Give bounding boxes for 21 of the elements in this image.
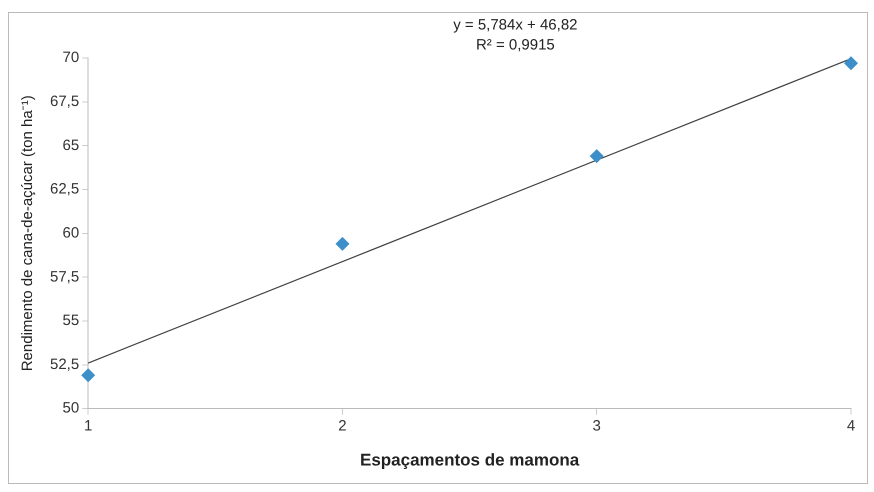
point (335, 236, 350, 251)
x-tick-label: 2 (338, 418, 347, 435)
y-tick-label: 67,5 (50, 92, 80, 110)
x-axis-title: Espaçamentos de mamona (360, 450, 580, 470)
y-tick-label: 57,5 (50, 268, 80, 286)
y-tick-label: 65 (62, 136, 80, 154)
x-tick-label: 3 (592, 418, 601, 435)
point (844, 56, 858, 70)
y-tick-label: 55 (62, 312, 80, 330)
text: R² = 0,9915 (476, 36, 555, 54)
y-tick-label: 52,5 (50, 356, 80, 373)
y-axis-title: Rendimento de cana-de-açúcar (ton ha⁻¹) (19, 95, 36, 372)
text: y = 5,784x + 46,82 (453, 16, 578, 34)
x-tick-label: 1 (84, 418, 92, 435)
y-tick-label: 60 (62, 224, 80, 242)
point (81, 368, 96, 382)
y-tick-label: 70 (62, 49, 80, 66)
point (590, 149, 604, 164)
x-tick-label: 4 (846, 418, 856, 435)
y-tick-label: 50 (62, 400, 80, 417)
y-tick-label: 62,5 (50, 180, 80, 198)
